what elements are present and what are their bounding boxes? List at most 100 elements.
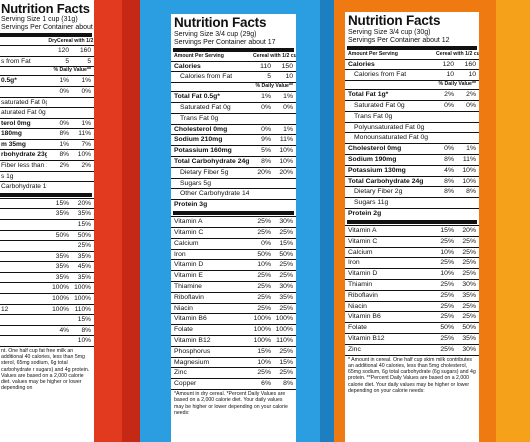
- nutrient-value: 11%: [279, 136, 293, 144]
- nutrient-row: aturated Fat 0g: [0, 107, 94, 118]
- nutrient-value: 1%: [59, 77, 69, 85]
- nutrient-name: Vitamin A: [348, 226, 377, 234]
- nutrient-name: m 35mg: [1, 140, 26, 148]
- nutrient-value: [47, 242, 69, 250]
- nutrient-name: [1, 200, 47, 208]
- nutrient-row: Calories 110 150: [171, 60, 296, 72]
- thick-divider: [347, 219, 477, 224]
- nutrient-value: 30%: [462, 345, 476, 353]
- nutrient-value: [271, 190, 293, 198]
- nutrient-value: 25%: [462, 302, 476, 310]
- nutrient-row: Iron 25% 25%: [345, 257, 479, 268]
- nutrient-row: 35% 35%: [0, 271, 94, 283]
- nutrient-name: [1, 242, 47, 250]
- nutrient-name: [1, 221, 47, 229]
- nutrient-name: [1, 316, 47, 324]
- nutrient-name: Folate: [348, 324, 367, 332]
- nutrient-row: Folate 100% 100%: [171, 324, 296, 335]
- nutrient-name: Calories from Fat: [180, 73, 233, 81]
- nutrient-value: 25%: [462, 313, 476, 321]
- nutrient-value: 15%: [55, 199, 69, 207]
- nutrient-row: Calories 120 160: [345, 58, 479, 70]
- nutrient-value: 10%: [77, 337, 91, 345]
- nutrient-value: 100%: [275, 326, 293, 334]
- nutrient-value: 20%: [279, 168, 293, 176]
- nutrient-row: Vitamin C 25% 25%: [345, 235, 479, 247]
- nutrient-name: [1, 88, 47, 96]
- nutrient-value: 8%: [444, 156, 454, 164]
- nutrient-value: 10%: [462, 177, 476, 185]
- nutrient-value: 8%: [444, 177, 454, 185]
- nutrient-value: 100%: [74, 284, 91, 292]
- nutrient-name: [1, 284, 47, 292]
- nutrient-value: 100%: [253, 326, 271, 334]
- red-box-edge: [122, 0, 140, 442]
- nutrient-name: Saturated Fat 0g: [354, 101, 405, 109]
- nutrient-value: 8%: [444, 188, 454, 196]
- nutrient-value: 10%: [257, 261, 271, 269]
- column-header: Amount Per Serving Cereal with 1/2 cup s…: [348, 50, 479, 57]
- nutrient-row: 180mg 8% 11%: [0, 128, 94, 139]
- nutrient-name: Potassium 130mg: [348, 166, 406, 174]
- nutrient-row: 15% 20%: [0, 197, 94, 209]
- nutrient-value: [432, 210, 454, 218]
- orange-box-edge: [496, 0, 530, 442]
- nutrient-value: 10%: [440, 248, 454, 256]
- nutrient-value: 1%: [283, 125, 293, 133]
- nutrient-row: Niacin 25% 25%: [171, 302, 296, 314]
- nutrient-row: 12 100% 110%: [0, 303, 94, 315]
- nutrient-name: Zinc: [174, 369, 187, 377]
- nutrient-value: [432, 124, 454, 132]
- nutrient-row: Saturated Fat 0g 0% 0%: [171, 101, 296, 113]
- nutrient-value: 110%: [74, 305, 91, 313]
- nutrient-value: 8%: [466, 188, 476, 196]
- nutrient-value: [271, 115, 293, 123]
- nutrient-name: Calories: [348, 60, 375, 68]
- nutrient-value: [271, 180, 293, 188]
- nutrient-name: Calories from Fat: [354, 71, 407, 79]
- nutrient-name: [1, 274, 47, 282]
- nutrient-row: Protein 2g: [345, 208, 479, 219]
- nutrient-name: Trans Fat 0g: [354, 112, 393, 120]
- nutrient-value: 100%: [275, 315, 293, 323]
- nutrient-name: Sodium 190mg: [348, 156, 397, 164]
- nutrient-value: 0%: [261, 103, 271, 111]
- nutrient-value: 25%: [440, 237, 454, 245]
- nutrient-value: [47, 337, 69, 345]
- nutrient-name: Vitamin C: [174, 228, 204, 236]
- nutrient-name: Vitamin E: [174, 272, 203, 280]
- blue-box-edge: [320, 0, 334, 442]
- nutrient-value: [47, 221, 69, 229]
- nutrient-row: Sodium 210mg 9% 11%: [171, 134, 296, 145]
- nutrient-name: Sodium 210mg: [174, 136, 223, 144]
- nutrient-value: 25%: [257, 282, 271, 290]
- nutrient-value: 0%: [261, 125, 271, 133]
- nutrient-value: [69, 109, 91, 117]
- nutrient-value: [454, 210, 476, 218]
- nutrient-name: Sugars 5g: [180, 179, 211, 187]
- nutrient-row: Saturated Fat 0g 0% 0%: [345, 99, 479, 111]
- nutrient-value: 50%: [440, 324, 454, 332]
- nutrient-value: 25%: [257, 304, 271, 312]
- nutrient-row: Potassium 130mg 4% 10%: [345, 164, 479, 176]
- nutrient-value: 35%: [77, 252, 91, 260]
- nutrient-value: [454, 113, 476, 121]
- nutrient-row: terol 0mg 0% 1%: [0, 117, 94, 129]
- nutrient-row: Riboflavin 25% 35%: [345, 289, 479, 301]
- nutrient-value: 25%: [462, 270, 476, 278]
- nutrient-value: 35%: [55, 210, 69, 218]
- nutrient-value: 8%: [59, 151, 69, 159]
- nutrient-name: Dietary Fiber 5g: [180, 168, 229, 176]
- nutrient-value: 25%: [440, 259, 454, 267]
- nutrient-value: [432, 113, 454, 121]
- nutrient-value: 15%: [77, 220, 91, 228]
- nutrient-value: 35%: [55, 273, 69, 281]
- nutrient-value: 8%: [283, 380, 293, 388]
- nutrient-value: 5: [87, 57, 91, 65]
- nutrient-name: 180mg: [1, 130, 22, 138]
- nutrient-row: Calories from Fat 10 10: [345, 69, 479, 80]
- nutrient-value: 20%: [462, 226, 476, 234]
- nutrient-value: 8%: [81, 326, 91, 334]
- nutrient-value: 1%: [81, 119, 91, 127]
- nutrient-value: 50%: [279, 250, 293, 258]
